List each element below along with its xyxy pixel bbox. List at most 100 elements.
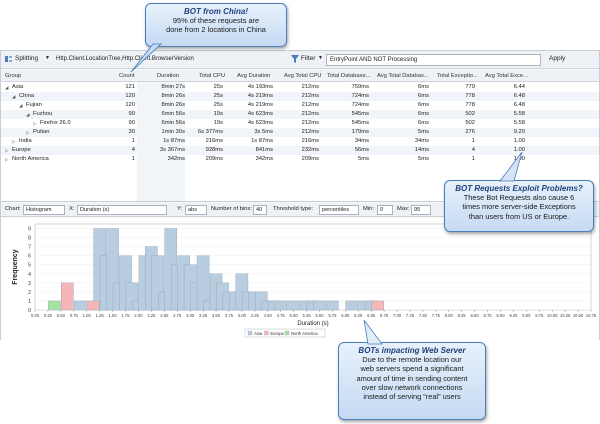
col-header-total-db[interactable]: Total Database... <box>327 73 371 79</box>
y-tick-label: 3 <box>28 281 31 287</box>
cell-total-db: 759ms <box>351 84 369 90</box>
row-expander-icon[interactable]: ▷ <box>5 157 9 162</box>
cell-total-db: 5ms <box>358 156 369 162</box>
chart-type-label: Chart: <box>5 206 21 212</box>
cell-count: 1 <box>131 156 135 162</box>
legend-label: Asia <box>254 331 263 336</box>
legend-swatch <box>284 330 290 336</box>
x-tick-label: 8.00 <box>445 313 454 318</box>
cell-avg-duration: 1s 87ms <box>251 138 273 144</box>
x-tick-label: 2.50 <box>160 313 169 318</box>
cell-total-exc: 778 <box>465 93 475 99</box>
col-header-avg-total-db[interactable]: Avg Total Databas... <box>377 73 429 79</box>
cell-avg-total-exc: 5.58 <box>513 111 525 117</box>
cell-total-db: 56ms <box>354 147 369 153</box>
row-group-label: Firefox 26.0 <box>40 120 71 126</box>
x-tick-label: 1.25 <box>96 313 105 318</box>
col-header-duration[interactable]: Duration <box>157 73 179 79</box>
row-expander-icon[interactable]: ◢ <box>12 94 16 99</box>
cell-duration: 342ms <box>167 156 185 162</box>
row-group-label: Fuzhou <box>33 111 53 117</box>
x-tick-label: 7.75 <box>432 313 441 318</box>
cell-avg-total-exc: 1.00 <box>513 147 525 153</box>
x-axis-select[interactable]: Duration (s) <box>77 205 167 215</box>
cell-total-cpu: 6s 377ms <box>197 129 223 135</box>
col-header-avg-total-exceptions[interactable]: Avg Total Exce... <box>485 73 528 79</box>
filter-funnel-icon <box>291 55 299 65</box>
x-tick-label: 3.25 <box>199 313 208 318</box>
splitting-toolbar: Splitting ▼ Http.Client.LocationTree,Htt… <box>1 51 599 69</box>
col-header-avg-duration[interactable]: Avg Duration <box>237 73 271 79</box>
cell-avg-duration: 841ms <box>255 147 273 153</box>
bins-input[interactable]: 40 <box>253 205 267 215</box>
row-expander-icon[interactable]: ◢ <box>5 85 9 90</box>
table-row[interactable]: ▷ India 1 1s 87ms 216ms 1s 87ms 216ms 34ms 34ms 1… <box>1 137 599 146</box>
row-group-label: China <box>19 93 35 99</box>
table-row[interactable]: ◢ China 120 8min 26s 25s 4s 219ms 212ms 724ms 6m… <box>1 92 599 101</box>
y-tick-label: 9 <box>28 227 31 233</box>
cell-duration: 3s 367ms <box>159 147 185 153</box>
splitting-dropdown-arrow[interactable]: ▼ <box>45 55 50 61</box>
chart-type-select[interactable]: Histogram <box>23 205 65 215</box>
cell-total-exc: 778 <box>465 102 475 108</box>
cell-count: 120 <box>125 102 135 108</box>
threshold-type-select[interactable]: percentiles <box>319 205 359 215</box>
x-tick-label: 10.25 <box>560 313 571 318</box>
x-tick-label: 6.25 <box>354 313 363 318</box>
callout-bot-china-title: BOT from China! <box>184 7 248 16</box>
table-row[interactable]: ▷ Europe 4 3s 367ms 928ms 841ms 232ms 56ms 14ms 4… <box>1 146 599 155</box>
row-expander-icon[interactable]: ▷ <box>5 148 9 153</box>
col-header-avg-total-cpu[interactable]: Avg Total CPU <box>284 73 322 79</box>
max-input[interactable]: 95 <box>411 205 431 215</box>
x-tick-label: 3.50 <box>212 313 221 318</box>
cell-total-exc: 276 <box>465 129 475 135</box>
col-header-total-cpu[interactable]: Total CPU <box>199 73 226 79</box>
filter-input[interactable]: EntryPoint AND NOT Processing <box>326 54 541 66</box>
table-row[interactable]: ◢ Fujian 120 8min 26s 25s 4s 219ms 212ms 724ms 6… <box>1 101 599 110</box>
y-tick-label: 2 <box>28 290 31 296</box>
x-axis-title: Duration (s) <box>297 321 328 327</box>
row-expander-icon[interactable]: ▷ <box>12 139 16 144</box>
cell-avg-duration: 4s 623ms <box>247 111 273 117</box>
row-expander-icon[interactable]: ▷ <box>26 130 30 135</box>
x-tick-label: 6.00 <box>341 313 350 318</box>
x-tick-label: 2.75 <box>173 313 182 318</box>
table-row[interactable]: ▷ Firefox 26.0 90 6min 56s 19s 4s 623ms 212ms 5… <box>1 119 599 128</box>
cell-duration: 8min 27s <box>161 84 185 90</box>
splitting-input[interactable]: Http.Client.LocationTree,Http.Client.Bro… <box>56 56 194 62</box>
x-tick-label: 5.25 <box>302 313 311 318</box>
cell-avg-total-exc: 6.48 <box>513 93 525 99</box>
x-tick-label: 8.75 <box>483 313 492 318</box>
col-header-count[interactable]: Count <box>119 73 135 79</box>
y-tick-label: 7 <box>28 245 31 251</box>
min-input[interactable]: 0 <box>377 205 393 215</box>
table-row[interactable]: ◢ Fuzhou 90 6min 56s 19s 4s 623ms 212ms 545ms 6m… <box>1 110 599 119</box>
y-tick-label: 0 <box>28 308 31 314</box>
row-expander-icon[interactable]: ▷ <box>33 121 37 126</box>
filter-dropdown-arrow[interactable]: ▼ <box>318 55 323 61</box>
callout-webserver-line2: web servers spend a significant <box>360 364 464 374</box>
min-label: Min: <box>363 206 374 212</box>
histogram-bar <box>345 300 359 311</box>
x-tick-label: 3.75 <box>225 313 234 318</box>
table-row[interactable]: ▷ Putian 30 1min 30s 6s 377ms 3s 5ms 212ms 179m… <box>1 128 599 137</box>
x-tick-label: 0.75 <box>70 313 79 318</box>
cell-duration: 1min 30s <box>161 129 185 135</box>
cell-avg-total-db: 6ms <box>418 93 429 99</box>
col-header-group[interactable]: Group <box>5 73 22 79</box>
histogram-bar <box>86 300 100 311</box>
apply-button[interactable]: Apply <box>549 55 566 62</box>
callout-webserver-line4: over slow network connections <box>361 382 463 392</box>
x-tick-label: 10.50 <box>573 313 584 318</box>
x-tick-label: 4.75 <box>277 313 286 318</box>
table-row[interactable]: ◢ Asia 121 8min 27s 25s 4s 193ms 212ms 759ms 6ms… <box>1 83 599 92</box>
callout-webserver-pointer <box>363 319 383 345</box>
row-expander-icon[interactable]: ◢ <box>19 103 23 108</box>
y-axis-select[interactable]: abs <box>185 205 207 215</box>
row-expander-icon[interactable]: ◢ <box>26 112 30 117</box>
col-header-total-exceptions[interactable]: Total Exceptio... <box>437 73 478 79</box>
callout-exploit-pointer <box>499 151 523 182</box>
cell-total-cpu: 25s <box>213 93 223 99</box>
cell-total-cpu: 928ms <box>205 147 223 153</box>
x-tick-label: 6.75 <box>380 313 389 318</box>
